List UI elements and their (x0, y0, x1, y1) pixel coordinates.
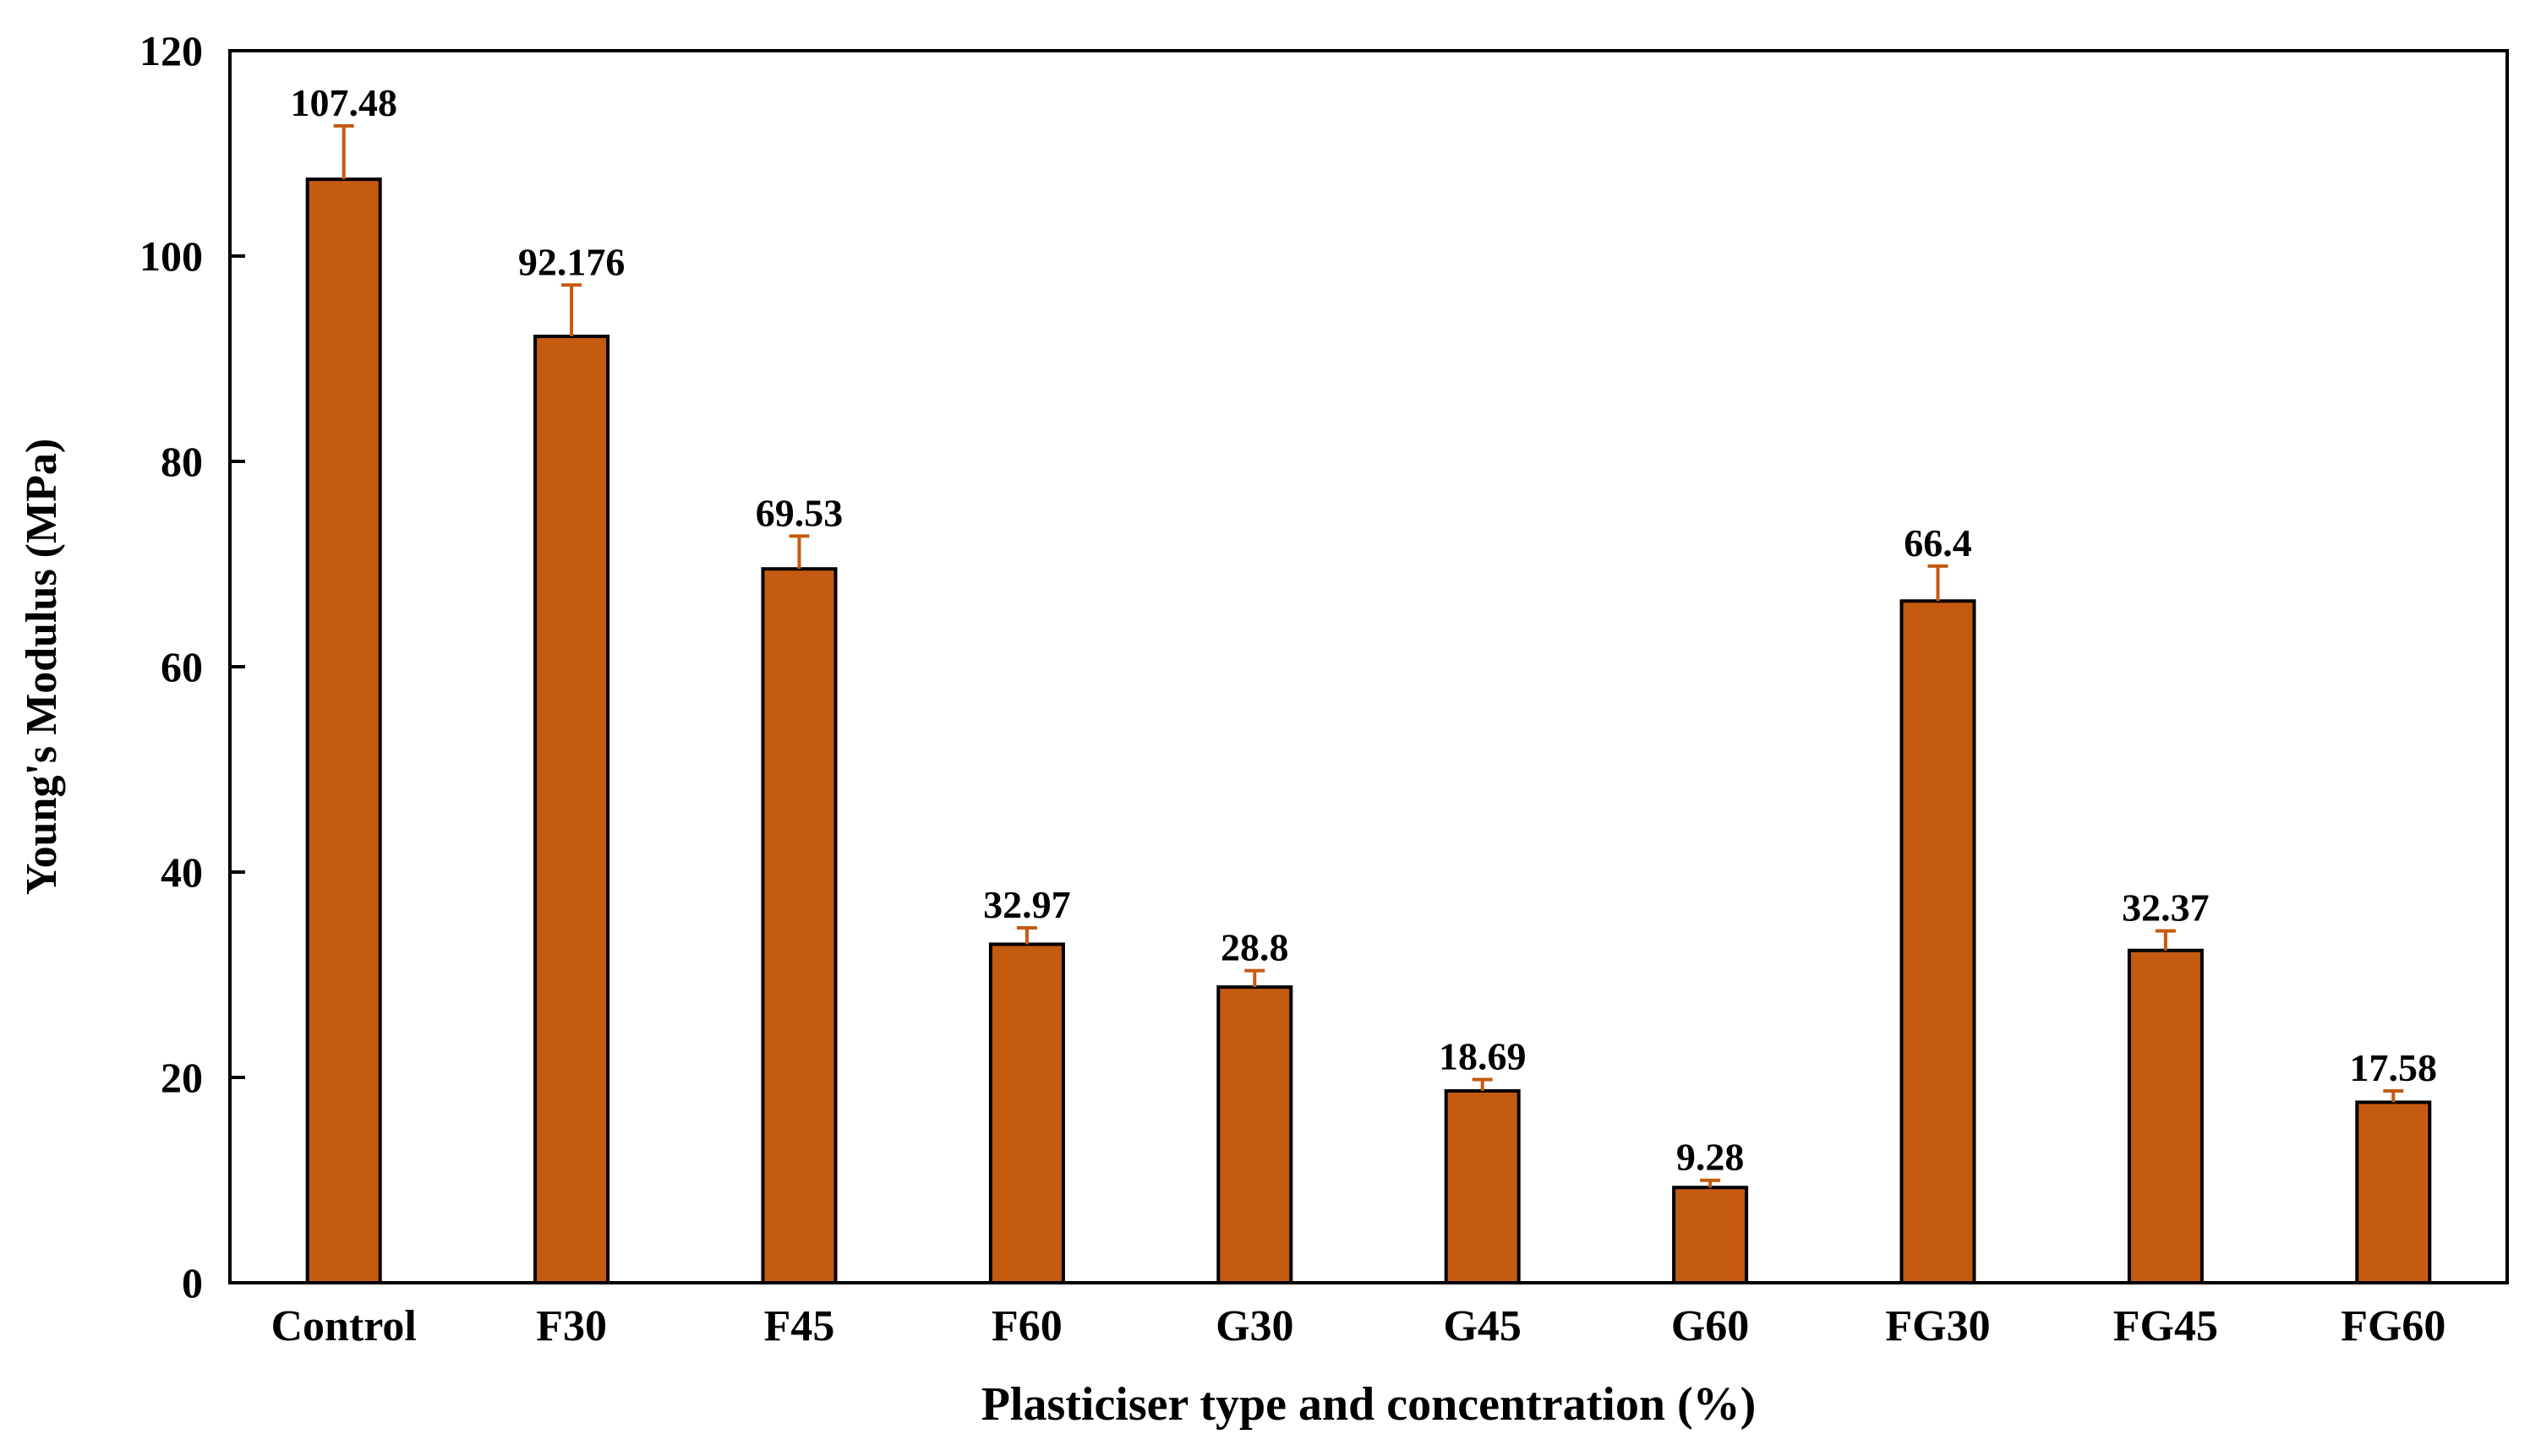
x-tick-label-fg60: FG60 (2341, 1302, 2445, 1350)
x-tick-label-g45: G45 (1443, 1302, 1521, 1350)
x-tick-label-f60: F60 (992, 1302, 1063, 1350)
value-label-f30: 92.176 (518, 240, 626, 283)
y-tick-label: 120 (139, 27, 203, 74)
y-tick-label: 40 (161, 848, 203, 896)
x-tick-label-f30: F30 (536, 1302, 607, 1350)
x-tick-label-fg45: FG45 (2113, 1302, 2218, 1350)
value-label-g45: 18.69 (1439, 1035, 1527, 1078)
y-tick-label: 0 (182, 1259, 203, 1306)
y-tick-label: 60 (161, 643, 203, 690)
value-label-f60: 32.97 (983, 883, 1071, 926)
y-tick-label: 100 (139, 232, 203, 280)
bar-f30 (533, 335, 610, 1284)
value-label-fg30: 66.4 (1904, 521, 1972, 564)
bar-fg45 (2127, 948, 2204, 1284)
y-axis-title: Young's Modulus (MPa) (18, 439, 66, 895)
bar-control (305, 177, 382, 1284)
x-tick-label-fg30: FG30 (1885, 1302, 1990, 1350)
bar-g30 (1216, 985, 1293, 1284)
value-label-fg60: 17.58 (2350, 1046, 2438, 1089)
x-axis-title: Plasticiser type and concentration (%) (981, 1378, 1757, 1431)
bar-f60 (988, 942, 1065, 1285)
x-tick-label-g30: G30 (1216, 1302, 1293, 1350)
y-tick-label: 20 (161, 1054, 203, 1101)
bar-g45 (1444, 1088, 1521, 1284)
value-label-fg45: 32.37 (2122, 886, 2210, 930)
value-label-f45: 69.53 (756, 491, 844, 534)
x-tick-label-control: Control (271, 1302, 417, 1350)
value-label-g30: 28.8 (1221, 926, 1289, 969)
y-tick-label: 80 (161, 438, 203, 485)
x-tick-label-g60: G60 (1671, 1302, 1749, 1350)
x-tick-label-f45: F45 (764, 1302, 835, 1350)
bar-fg30 (1899, 599, 1976, 1284)
value-label-control: 107.48 (290, 81, 397, 124)
bar-g60 (1672, 1186, 1749, 1285)
value-label-g60: 9.28 (1676, 1136, 1745, 1179)
bar-f45 (761, 567, 838, 1284)
bar-fg60 (2355, 1100, 2432, 1284)
